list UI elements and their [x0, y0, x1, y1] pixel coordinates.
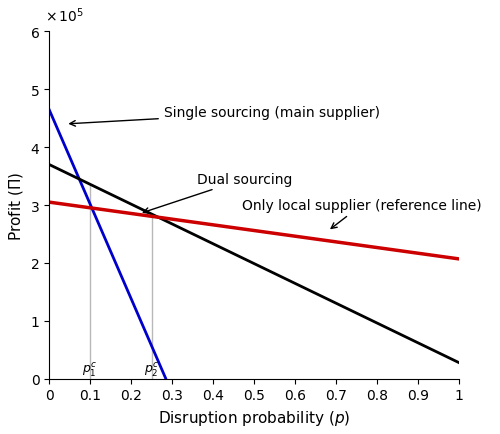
X-axis label: Disruption probability ($p$): Disruption probability ($p$) — [158, 408, 350, 427]
Text: Dual sourcing: Dual sourcing — [144, 173, 292, 214]
Text: Only local supplier (reference line): Only local supplier (reference line) — [242, 198, 482, 229]
Text: $p_1^c$: $p_1^c$ — [82, 361, 98, 378]
Text: $p_2^c$: $p_2^c$ — [144, 361, 159, 378]
Text: Single sourcing (main supplier): Single sourcing (main supplier) — [70, 106, 380, 127]
Y-axis label: Profit ($\Pi$): Profit ($\Pi$) — [7, 171, 25, 240]
Text: $\times\,10^5$: $\times\,10^5$ — [45, 7, 84, 25]
